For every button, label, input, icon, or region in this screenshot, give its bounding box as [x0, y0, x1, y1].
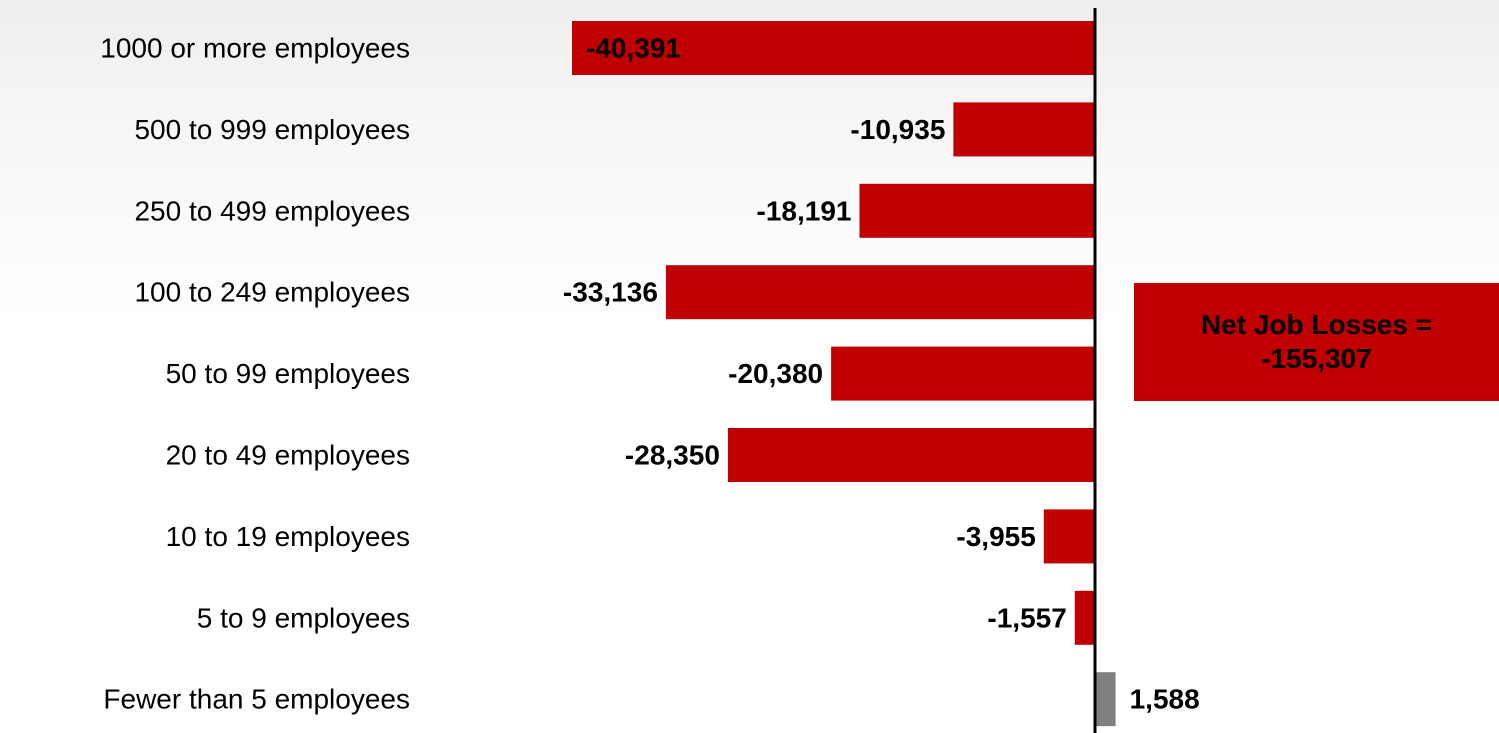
category-label: 1000 or more employees — [100, 33, 410, 64]
data-label: -18,191 — [757, 195, 852, 226]
category-label: 500 to 999 employees — [134, 114, 410, 145]
data-label: -3,955 — [956, 521, 1035, 552]
bar — [727, 428, 1095, 482]
annotation-line-1: Net Job Losses = — [1200, 309, 1433, 340]
category-label: 50 to 99 employees — [166, 358, 410, 389]
data-label: -20,380 — [728, 358, 823, 389]
category-label: 20 to 49 employees — [166, 440, 410, 471]
value-labels-group: -40,391 -10,935 -18,191 -33,136 -20,380 -28,3… — [563, 33, 1200, 715]
bar — [1095, 672, 1116, 727]
category-label: 250 to 499 employees — [134, 195, 410, 226]
bar — [1043, 509, 1095, 564]
category-label: Fewer than 5 employees — [103, 684, 410, 715]
category-labels-group: 1000 or more employees 500 to 999 employe… — [100, 33, 410, 715]
bar — [572, 21, 1095, 75]
data-label: -33,136 — [563, 277, 658, 308]
bar — [831, 346, 1095, 401]
category-label: 5 to 9 employees — [197, 602, 410, 633]
bar — [665, 265, 1095, 320]
net-job-losses-annotation: Net Job Losses = -155,307 — [1134, 283, 1499, 401]
category-label: 100 to 249 employees — [134, 277, 410, 308]
bars-group — [572, 21, 1116, 727]
bar — [953, 102, 1095, 157]
data-label: -40,391 — [586, 33, 681, 64]
category-label: 10 to 19 employees — [166, 521, 410, 552]
data-label: -1,557 — [987, 602, 1066, 633]
data-label: -28,350 — [625, 440, 720, 471]
bar — [859, 183, 1095, 238]
annotation-line-2: -155,307 — [1261, 343, 1372, 374]
bar — [1074, 590, 1095, 645]
data-label: -10,935 — [850, 114, 945, 145]
data-label: 1,588 — [1130, 684, 1200, 715]
